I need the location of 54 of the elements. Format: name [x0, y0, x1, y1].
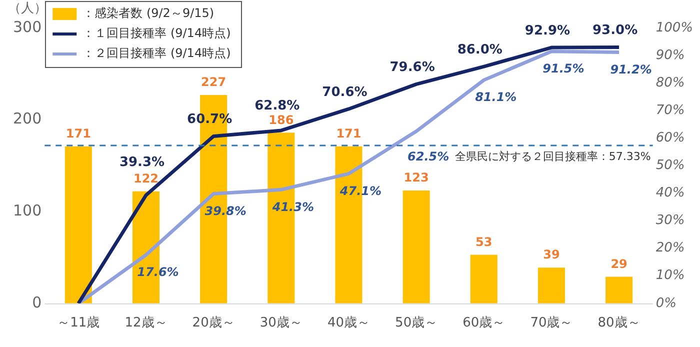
data-label: 29 — [610, 256, 628, 271]
y2-tick-label: 20% — [656, 240, 685, 256]
y2-tick-label: 10% — [656, 268, 685, 284]
y2-tick-label: 40% — [656, 186, 685, 201]
y-tick-label: 300 — [12, 18, 42, 36]
data-label: 91.2% — [610, 62, 652, 76]
legend-label: ：１回目接種率 (9/14時点) — [82, 26, 231, 40]
legend-label: ：感染者数 (9/2～9/15) — [82, 6, 214, 20]
data-label: 91.5% — [542, 62, 584, 76]
data-label: 123 — [404, 170, 429, 185]
data-label: 186 — [268, 112, 294, 127]
ref-line-label: 全県民に対する２回目接種率：57.33% — [454, 150, 651, 163]
x-tick-label: 50歳～ — [395, 316, 438, 331]
x-tick-label: 12歳～ — [124, 316, 168, 331]
data-label: 122 — [133, 172, 159, 186]
data-label: 62.5% — [407, 149, 450, 164]
y-axis-title: （人） — [8, 0, 47, 16]
y2-tick-label: 30% — [656, 213, 685, 228]
legend-label: ：２回目接種率 (9/14時点) — [82, 46, 231, 60]
data-label: 79.6% — [390, 60, 435, 76]
bar — [606, 276, 633, 304]
y2-tick-label: 100% — [656, 20, 694, 36]
y2-tick-label: 90% — [656, 48, 685, 63]
y2-tick-label: 70% — [656, 102, 685, 118]
data-label: 227 — [201, 75, 226, 90]
data-label: 62.8% — [254, 98, 300, 114]
data-label: 86.0% — [457, 42, 502, 58]
data-label: 39.3% — [119, 155, 165, 170]
x-tick-label: ～11歳 — [57, 316, 100, 331]
data-label: 53 — [476, 234, 492, 249]
bar — [470, 254, 498, 304]
data-label: 171 — [66, 126, 91, 141]
x-tick-label: 60歳～ — [462, 316, 506, 331]
data-label: 39 — [543, 248, 560, 262]
x-tick-label: 30歳～ — [260, 316, 302, 331]
y-tick-label: 200 — [12, 110, 42, 128]
y-tick-label: 0 — [32, 293, 42, 312]
y2-tick-label: 60% — [656, 130, 685, 146]
data-label: 171 — [336, 126, 362, 141]
y-tick-label: 100 — [12, 201, 42, 220]
data-label: 92.9% — [524, 23, 570, 38]
y2-tick-label: 50% — [656, 158, 685, 174]
bar — [538, 268, 565, 304]
bar — [402, 190, 430, 304]
data-label: 81.1% — [475, 90, 517, 104]
y2-tick-label: 80% — [656, 75, 685, 90]
y2-tick-label: 0% — [656, 296, 676, 311]
data-label: 70.6% — [322, 84, 368, 100]
x-tick-label: 80歳～ — [598, 316, 640, 331]
data-label: 93.0% — [592, 23, 638, 38]
bar — [64, 146, 92, 304]
x-tick-label: 20歳～ — [192, 316, 235, 331]
x-tick-label: 40歳～ — [327, 316, 370, 331]
x-tick-label: 70歳～ — [530, 316, 573, 331]
